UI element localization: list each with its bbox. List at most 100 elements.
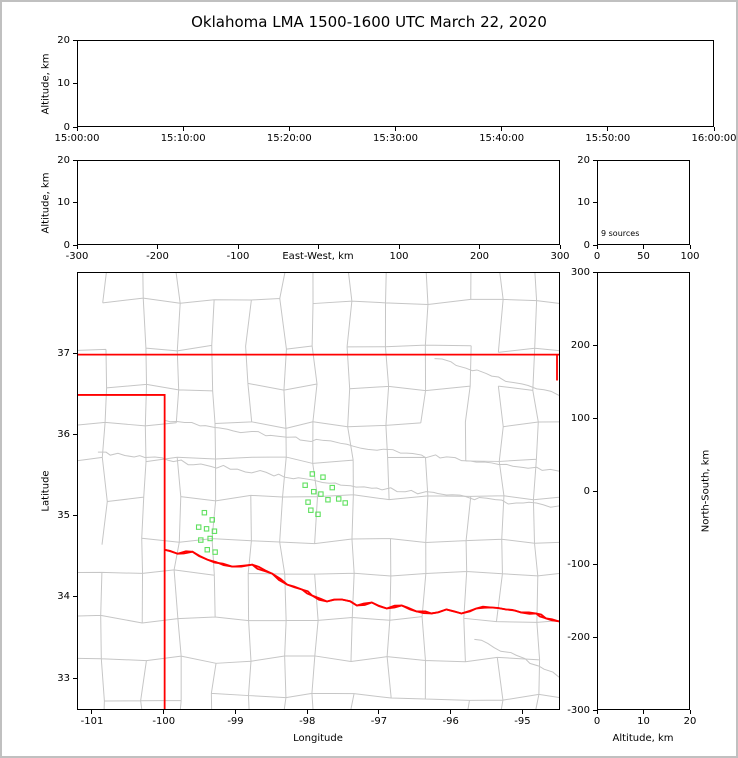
axis-tick xyxy=(157,245,158,249)
y-tick-label: 300 xyxy=(570,266,590,278)
axis-tick xyxy=(73,159,77,161)
lma-source-marker xyxy=(329,484,335,491)
axis-tick xyxy=(76,245,78,249)
x-tick-label: -300 xyxy=(65,251,89,262)
axis-tick xyxy=(593,417,597,419)
axis-tick xyxy=(450,710,452,714)
x-tick-label: 15:40:00 xyxy=(479,133,525,144)
axis-tick xyxy=(234,710,236,714)
axis-tick xyxy=(73,244,77,246)
axis-tick xyxy=(593,563,597,565)
lma-source-marker xyxy=(211,528,218,534)
axis-tick xyxy=(76,127,78,131)
height-north-south-panel xyxy=(597,272,690,710)
axis-tick xyxy=(73,434,77,436)
axis-tick xyxy=(398,245,400,249)
y-tick-label: 0 xyxy=(63,239,70,251)
x-tick-label: 100 xyxy=(680,251,700,262)
y-tick-label: 100 xyxy=(570,412,590,424)
x-tick-label: -96 xyxy=(442,716,459,727)
y-tick-label: -100 xyxy=(567,558,590,570)
x-tick-label: -95 xyxy=(514,716,531,727)
axis-tick xyxy=(73,515,77,517)
east-west-height-panel xyxy=(77,160,560,245)
lma-source-marker xyxy=(209,517,215,523)
axis-tick xyxy=(73,202,77,203)
axis-tick xyxy=(593,244,597,246)
county-boundaries xyxy=(78,273,559,709)
axis-tick xyxy=(596,710,598,714)
oklahoma-map-canvas xyxy=(78,273,559,709)
y-tick-label: 0 xyxy=(63,121,70,133)
axis-tick xyxy=(395,127,396,131)
axis-tick xyxy=(521,710,523,714)
axis-tick xyxy=(689,710,691,714)
lma-source-marker xyxy=(201,509,208,516)
axis-tick xyxy=(593,344,597,346)
x-tick-label: 50 xyxy=(637,251,650,262)
axis-tick xyxy=(378,710,380,714)
y-tick-label: 20 xyxy=(57,154,70,166)
map-xlabel: Longitude xyxy=(293,733,343,744)
x-tick-label: 0 xyxy=(593,716,601,727)
axis-tick xyxy=(593,202,597,203)
axis-tick xyxy=(163,710,165,714)
lma-source-marker xyxy=(308,507,314,513)
axis-tick xyxy=(559,245,561,249)
figure-title: Oklahoma LMA 1500-1600 UTC March 22, 202… xyxy=(191,13,547,31)
x-tick-label: 15:10:00 xyxy=(160,133,206,144)
axis-tick xyxy=(288,127,290,131)
axis-tick xyxy=(593,490,597,492)
y-tick-label: 10 xyxy=(57,197,70,208)
x-tick-label: -98 xyxy=(299,716,316,727)
axis-tick xyxy=(713,127,715,131)
lma-source-marker xyxy=(335,496,342,502)
axis-tick xyxy=(593,636,597,638)
ns-panel-xlabel: Altitude, km xyxy=(612,733,674,744)
y-tick-label: 10 xyxy=(57,78,70,89)
x-tick-label: -97 xyxy=(370,716,388,727)
x-tick-label: -100 xyxy=(152,716,176,727)
axis-tick xyxy=(73,353,77,355)
axis-tick xyxy=(73,83,77,84)
lma-source-marker xyxy=(203,526,210,532)
x-tick-label: 20 xyxy=(683,716,697,727)
x-tick-label: 200 xyxy=(469,251,490,262)
lma-source-marker xyxy=(305,499,311,505)
lma-source-marker xyxy=(325,497,331,503)
axis-tick xyxy=(607,127,609,131)
axis-tick xyxy=(479,245,480,249)
lma-source-marker xyxy=(302,482,308,488)
lma-source-marker xyxy=(318,491,324,497)
y-tick-label: 200 xyxy=(570,339,590,351)
x-tick-label: 0 xyxy=(593,251,601,262)
axis-tick xyxy=(73,596,77,598)
axis-tick xyxy=(593,271,597,273)
lma-source-marker xyxy=(342,500,348,506)
map-ylabel: Latitude xyxy=(40,470,52,512)
state-border-red-river xyxy=(164,548,559,623)
y-tick-label: 34 xyxy=(57,591,70,603)
y-tick-label: 20 xyxy=(577,154,590,166)
axis-tick xyxy=(643,710,644,714)
axis-tick xyxy=(73,39,77,41)
source-count-label: 9 sources xyxy=(601,229,640,238)
y-tick-label: 37 xyxy=(57,348,70,360)
x-tick-label: -200 xyxy=(146,251,169,262)
axis-tick xyxy=(91,710,93,714)
axis-tick xyxy=(73,126,77,128)
ns-panel-ylabel: North-South, km xyxy=(700,449,712,533)
axis-tick xyxy=(593,709,597,711)
axis-tick xyxy=(501,127,503,131)
y-tick-label: 36 xyxy=(57,429,70,441)
lma-source-marker xyxy=(315,511,321,518)
lma-source-marker xyxy=(309,471,316,477)
lma-source-marker xyxy=(212,549,218,555)
state-border-west-south xyxy=(78,394,559,709)
axis-tick xyxy=(643,245,644,249)
x-tick-label: 15:50:00 xyxy=(585,133,631,144)
x-tick-label: 100 xyxy=(389,251,409,262)
lma-source-marker xyxy=(204,546,211,553)
x-tick-label: 300 xyxy=(550,251,570,262)
